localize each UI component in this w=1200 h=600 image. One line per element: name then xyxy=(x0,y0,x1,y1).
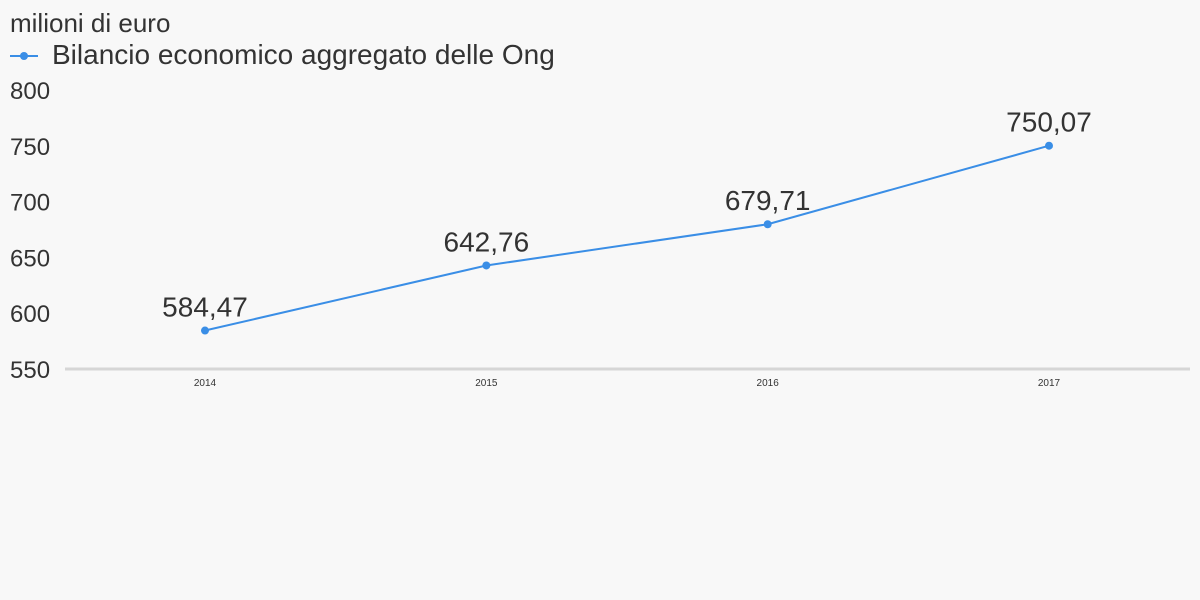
y-tick-label: 650 xyxy=(10,245,50,272)
y-tick-label: 600 xyxy=(10,301,50,328)
data-label: 750,07 xyxy=(1006,107,1092,138)
y-tick-label: 750 xyxy=(10,134,50,161)
x-tick-label: 2017 xyxy=(1038,378,1061,389)
y-axis-unit-label: milioni di euro xyxy=(10,8,171,38)
x-tick-label: 2016 xyxy=(757,378,780,389)
data-point xyxy=(763,220,772,229)
data-point xyxy=(482,261,491,270)
data-label: 679,71 xyxy=(725,185,811,216)
data-label: 642,76 xyxy=(444,226,530,257)
data-label: 584,47 xyxy=(162,292,248,323)
data-point xyxy=(201,326,209,335)
legend-line-marker-icon xyxy=(10,38,38,72)
legend-series-name: Bilancio economico aggregato delle Ong xyxy=(52,39,555,70)
x-tick-label: 2014 xyxy=(194,378,217,389)
y-tick-label: 550 xyxy=(10,357,50,384)
data-point xyxy=(1045,141,1053,150)
legend[interactable]: Bilancio economico aggregato delle Ong xyxy=(10,38,555,72)
y-tick-label: 800 xyxy=(10,78,50,105)
x-tick-label: 2015 xyxy=(475,378,498,389)
series-line xyxy=(204,144,1050,332)
y-tick-label: 700 xyxy=(10,190,50,217)
